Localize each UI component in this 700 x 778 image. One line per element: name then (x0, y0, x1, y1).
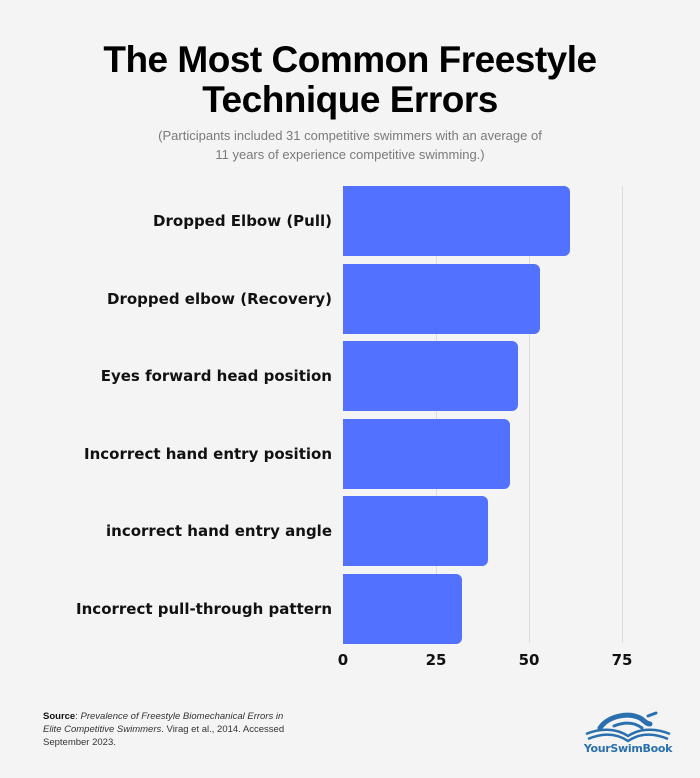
logo-text: YourSwimBook (583, 742, 673, 755)
category-label: Incorrect pull-through pattern (76, 600, 332, 618)
source-citation: . Virag et al., 2014. Accessed September… (43, 724, 285, 748)
title-line-1: The Most Common Freestyle (103, 39, 597, 80)
source-note: Source: Prevalence of Freestyle Biomecha… (43, 710, 293, 749)
yourswimbook-logo: YourSwimBook (578, 708, 678, 758)
x-tick-label: 50 (518, 651, 540, 669)
x-tick-label: 25 (425, 651, 447, 669)
title-line-2: Technique Errors (202, 79, 498, 120)
category-label: Eyes forward head position (100, 367, 332, 385)
x-tick-label: 75 (611, 651, 633, 669)
source-separator: : (75, 711, 81, 722)
subtitle: (Participants included 31 competitive sw… (0, 126, 700, 164)
bar (343, 419, 510, 489)
category-label: incorrect hand entry angle (106, 522, 332, 540)
source-title: Prevalence of Freestyle Biomechanical Er… (43, 711, 284, 735)
bar-chart: 0 25 50 75 Dropped Elbow (Pull) Dropped elbow… (76, 186, 633, 669)
category-label: Dropped Elbow (Pull) (153, 212, 332, 230)
source-label: Source (43, 711, 76, 722)
bar (343, 264, 540, 334)
subtitle-line-2: 11 years of experience competitive swimm… (215, 147, 485, 162)
bar (343, 341, 518, 411)
gridline-50 (529, 186, 530, 643)
category-label: Dropped elbow (Recovery) (107, 290, 332, 308)
category-label: Incorrect hand entry position (84, 445, 332, 463)
bar (343, 496, 488, 566)
bar (343, 186, 570, 256)
gridline-25 (436, 186, 437, 643)
subtitle-line-1: (Participants included 31 competitive sw… (158, 128, 542, 143)
gridline-75 (622, 186, 623, 643)
swimmer-book-icon (585, 711, 671, 743)
x-tick-label: 0 (337, 651, 349, 669)
bar (343, 574, 462, 644)
page-title: The Most Common Freestyle Technique Erro… (0, 40, 700, 120)
